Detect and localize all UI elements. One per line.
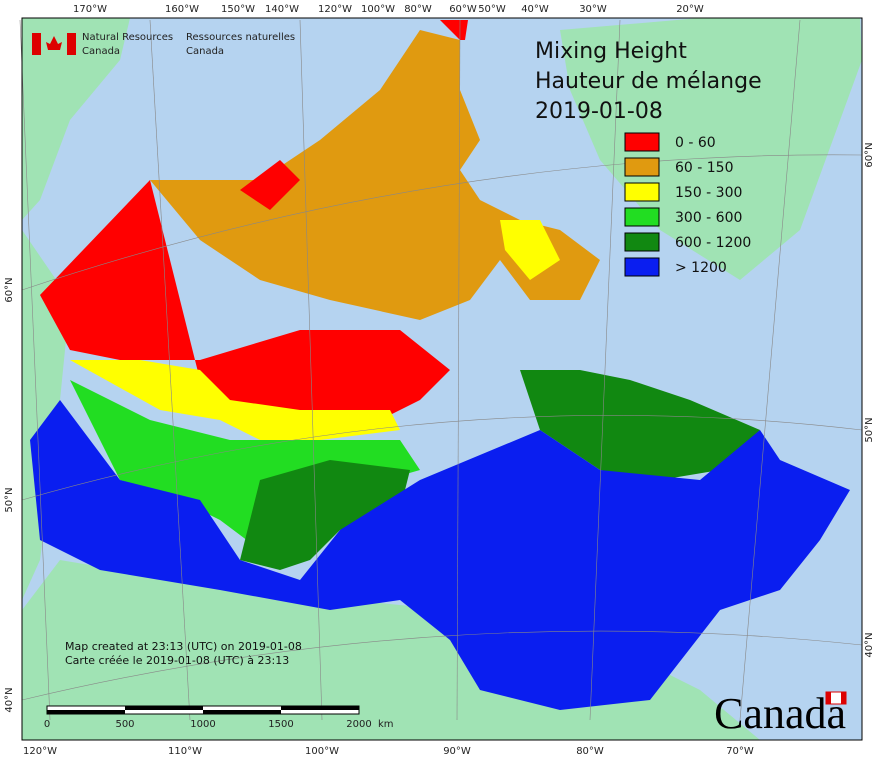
top-label: 160°W [165,4,199,15]
graticule [19,19,863,721]
left-label: 40°N [4,687,15,712]
legend-label: 0 - 60 [675,135,716,151]
legend-label: > 1200 [675,260,727,276]
legend-swatch [624,157,660,177]
bottom-label: 100°W [305,746,339,757]
legend-swatch [624,132,660,152]
scale-bar [46,705,360,715]
wordmark: Canada [714,689,846,738]
bottom-label: 70°W [726,746,754,757]
top-label: 120°W [318,4,352,15]
legend-label: 60 - 150 [675,160,734,176]
right-label: 40°N [864,632,875,657]
top-label: 30°W [579,4,607,15]
top-label: 80°W [404,4,432,15]
legend-swatch [624,232,660,252]
top-label: 170°W [73,4,107,15]
legend-swatch [624,257,660,277]
top-label: 20°W [676,4,704,15]
top-label: 60°W [449,4,477,15]
scale-label: 0 [44,719,50,730]
agency-flag [32,33,76,55]
agency-en: Natural Resources [82,32,173,43]
bottom-label: 80°W [576,746,604,757]
top-label: 50°W [478,4,506,15]
footer: Carte créée le 2019-01-08 (UTC) à 23:13 [65,654,289,667]
scale-unit: km [378,719,394,730]
scale-label: 1000 [190,719,215,730]
legend-swatch [624,182,660,202]
map-frame [21,17,863,741]
bottom-label: 110°W [168,746,202,757]
agency-fr: Canada [186,46,224,57]
top-label: 40°W [521,4,549,15]
legend-label: 150 - 300 [675,185,742,201]
bottom-label: 120°W [23,746,57,757]
right-label: 60°N [864,142,875,167]
wordmark-flag [825,691,847,705]
title: Mixing Height [535,39,687,64]
left-label: 60°N [4,277,15,302]
footer: Map created at 23:13 (UTC) on 2019-01-08 [65,640,302,653]
agency-fr: Ressources naturelles [186,32,295,43]
scale-label: 500 [115,719,134,730]
title: 2019-01-08 [535,99,663,124]
top-label: 140°W [265,4,299,15]
scale-label: 1500 [268,719,293,730]
scale-label: 2000 [346,719,371,730]
legend-label: 300 - 600 [675,210,742,226]
top-label: 150°W [221,4,255,15]
title: Hauteur de mélange [535,69,762,94]
top-label: 100°W [361,4,395,15]
legend-label: 600 - 1200 [675,235,751,251]
left-label: 50°N [4,487,15,512]
right-label: 50°N [864,417,875,442]
legend-swatch [624,207,660,227]
basemap [22,18,862,740]
agency-en: Canada [82,46,120,57]
bottom-label: 90°W [443,746,471,757]
